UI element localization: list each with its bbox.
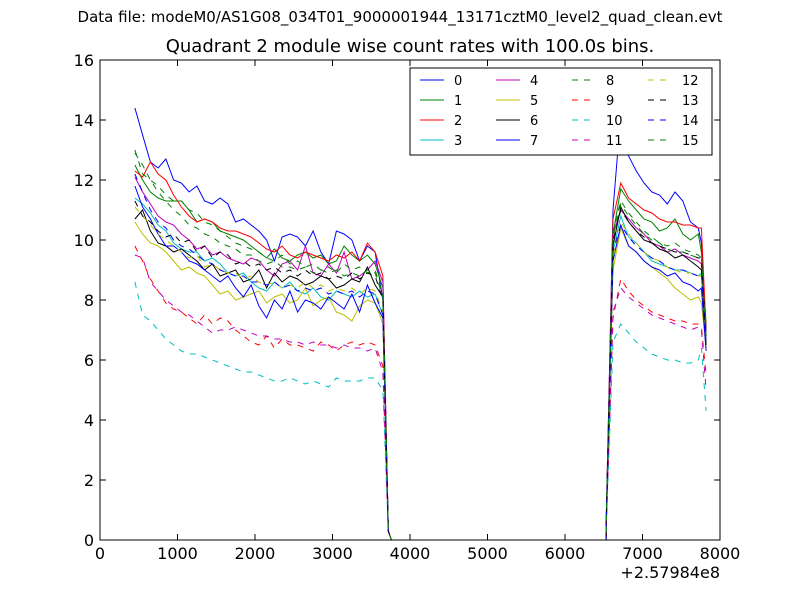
x-tick-label: 2000 (235, 544, 276, 563)
y-tick-label: 14 (74, 111, 94, 130)
y-tick-label: 0 (84, 531, 94, 550)
series-line-6 (134, 205, 707, 541)
series-line-1 (134, 164, 707, 541)
legend-label: 3 (454, 134, 462, 149)
legend-label: 8 (606, 74, 614, 89)
y-tick-label: 2 (84, 471, 94, 490)
series-line-13 (134, 200, 707, 541)
series-line-3 (134, 197, 707, 541)
legend-label: 14 (682, 114, 699, 129)
figure-suptitle: Data file: modeM0/AS1G08_034T01_90000019… (77, 8, 723, 26)
legend-label: 9 (606, 94, 614, 109)
x-tick-label: 1000 (157, 544, 198, 563)
series-line-14 (134, 173, 707, 541)
y-tick-label: 10 (74, 231, 94, 250)
legend-label: 5 (530, 94, 538, 109)
plot-title: Quadrant 2 module wise count rates with … (165, 36, 655, 57)
legend-label: 10 (606, 114, 623, 129)
series-line-9 (134, 245, 707, 541)
series-line-7 (134, 185, 707, 541)
y-tick-label: 6 (84, 351, 94, 370)
legend-label: 12 (682, 74, 699, 89)
legend-label: 1 (454, 94, 462, 109)
x-tick-label: 6000 (545, 544, 586, 563)
legend-label: 7 (530, 134, 538, 149)
series-lines (134, 107, 707, 541)
legend-label: 6 (530, 114, 538, 129)
x-tick-label: 8000 (700, 544, 741, 563)
y-tick-label: 16 (74, 51, 94, 70)
x-tick-label: 5000 (467, 544, 508, 563)
legend-label: 15 (682, 134, 699, 149)
series-line-15 (134, 152, 707, 541)
series-line-11 (134, 254, 707, 541)
x-axis-offset-label: +2.57984e8 (620, 563, 720, 582)
x-tick-label: 7000 (622, 544, 663, 563)
x-tick-label: 4000 (390, 544, 431, 563)
legend-label: 2 (454, 114, 462, 129)
series-line-10 (134, 281, 707, 541)
axis-ticks: 0 1000 2000 3000 4000 5000 6000 7000 80000246810… (74, 51, 741, 563)
legend-label: 13 (682, 94, 699, 109)
series-line-8 (134, 149, 707, 541)
series-line-12 (134, 206, 707, 541)
y-tick-label: 12 (74, 171, 94, 190)
series-line-2 (134, 161, 707, 541)
legend-label: 4 (530, 74, 538, 89)
y-tick-label: 4 (84, 411, 94, 430)
series-line-4 (134, 176, 707, 541)
x-tick-label: 0 (95, 544, 105, 563)
y-tick-label: 8 (84, 291, 94, 310)
x-tick-label: 3000 (312, 544, 353, 563)
legend-label: 0 (454, 74, 462, 89)
legend-label: 11 (606, 134, 623, 149)
